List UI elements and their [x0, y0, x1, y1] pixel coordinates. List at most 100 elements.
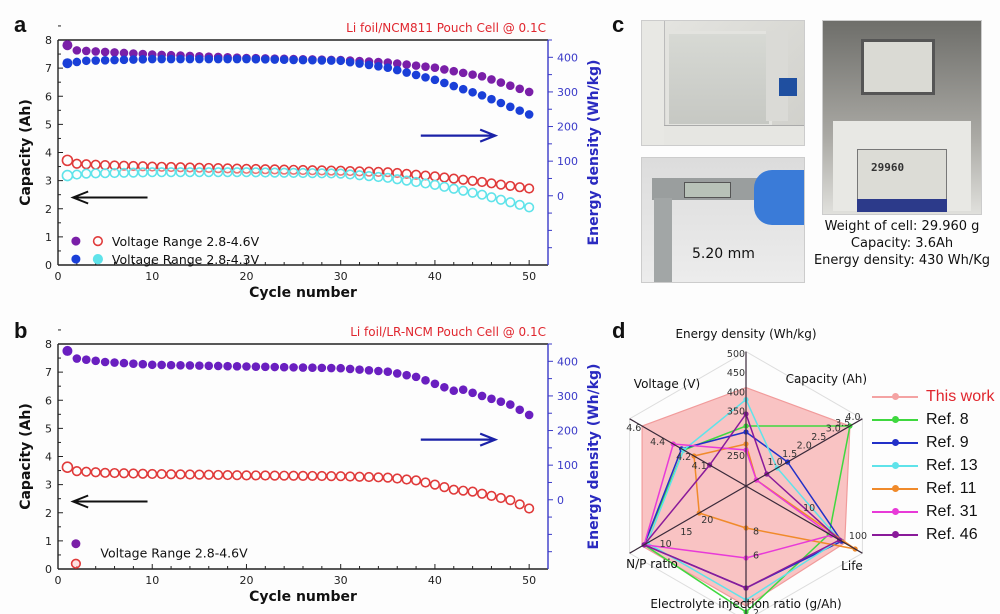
- data-point: [251, 362, 261, 371]
- data-point: [72, 354, 82, 363]
- data-point: [250, 167, 261, 178]
- radar-axis-title: N/P ratio: [626, 557, 678, 571]
- data-point: [147, 468, 158, 480]
- data-point: [71, 169, 82, 180]
- data-point: [354, 471, 365, 482]
- data-point: [166, 54, 176, 64]
- data-point: [250, 470, 261, 481]
- radar-legend-item: Ref. 8: [872, 408, 994, 431]
- data-point: [261, 362, 270, 372]
- data-point: [486, 490, 497, 501]
- legend-line-marker: [872, 461, 918, 469]
- legend-open-marker: [92, 253, 104, 265]
- y2-tick-label: 0: [557, 190, 564, 203]
- legend-label: Voltage Range 2.8-4.6V: [112, 234, 260, 249]
- data-point: [496, 98, 506, 108]
- radar-chart-d: 250 350 400 450 500 1.01.52.02.53.03.54.0 10 10…: [626, 327, 867, 614]
- y-tick-label: 6: [45, 394, 52, 407]
- data-point: [213, 469, 224, 481]
- radar-axis-title: Energy density (Wh/kg): [675, 327, 816, 341]
- y-tick-label: 1: [45, 231, 52, 244]
- data-point: [316, 165, 327, 176]
- data-point: [213, 361, 223, 371]
- data-point: [81, 168, 92, 179]
- radar-tick-label: 500: [727, 349, 745, 360]
- data-point: [241, 167, 252, 178]
- data-point: [90, 467, 101, 478]
- data-point: [279, 164, 290, 175]
- data-point: [62, 58, 73, 69]
- caliper-reading: 5.20 mm: [692, 246, 755, 262]
- data-point: [90, 159, 101, 170]
- x-tick-label: 10: [145, 270, 159, 283]
- legend-dot-marker: [892, 438, 899, 446]
- series-2-8-4-6v-energy-density: [62, 345, 534, 420]
- data-point: [307, 165, 318, 176]
- panel-letter-c: c: [612, 12, 625, 37]
- data-point: [157, 360, 166, 370]
- data-point: [100, 47, 110, 57]
- y2-tick-label: 300: [557, 390, 578, 403]
- data-point: [410, 475, 422, 486]
- radar-tick-label: 10: [803, 503, 815, 514]
- cell-spec-caption: Weight of cell: 29.960 g Capacity: 3.6Ah…: [806, 218, 998, 269]
- radar-tick-label: 4.4: [650, 437, 665, 448]
- series-2-8-4-6v-capacity: [61, 461, 535, 514]
- radar-legend-item: Ref. 9: [872, 431, 994, 454]
- data-point: [392, 174, 403, 185]
- data-point: [128, 468, 139, 479]
- legend-dot-marker: [892, 392, 899, 400]
- y-tick-label: 7: [45, 62, 52, 75]
- y-tick-label: 8: [45, 34, 52, 47]
- data-point: [515, 405, 525, 415]
- data-point: [476, 488, 488, 499]
- radar-tick-label: 2: [753, 608, 759, 614]
- y-tick-label: 5: [45, 422, 52, 435]
- x-axis-label: Cycle number: [249, 285, 357, 301]
- radar-tick-label: 250: [727, 451, 745, 462]
- data-point: [147, 360, 157, 370]
- radar-tick-label: 2.5: [811, 432, 826, 443]
- data-point: [468, 70, 477, 79]
- y2-tick-label: 300: [557, 86, 578, 99]
- data-point: [430, 75, 440, 85]
- data-point: [430, 63, 440, 72]
- data-point: [241, 163, 252, 174]
- radar-legend: This work Ref. 8 Ref. 9 Ref. 13 Ref. 11 Ref. …: [872, 385, 994, 546]
- data-point: [401, 175, 412, 186]
- cell-capacity: Capacity: 3.6Ah: [850, 236, 954, 251]
- legend-dot-marker: [892, 507, 899, 515]
- legend-line-marker: [872, 507, 918, 515]
- radar-axis-title: Electrolyte injection ratio (g/Ah): [650, 597, 841, 611]
- x-axis-label: Cycle number: [249, 589, 357, 605]
- data-point: [109, 467, 120, 479]
- data-point: [129, 359, 138, 368]
- data-point: [355, 59, 364, 68]
- data-point: [81, 355, 91, 364]
- data-point: [515, 106, 525, 115]
- data-point: [91, 47, 100, 56]
- data-point: [147, 54, 157, 64]
- data-point: [467, 175, 478, 187]
- radar-axis-line: [629, 418, 863, 554]
- data-point: [250, 163, 261, 175]
- legend-dot-marker: [892, 415, 899, 423]
- data-point: [110, 358, 119, 367]
- data-point: [279, 167, 290, 178]
- data-point: [476, 176, 488, 188]
- data-point: [336, 56, 345, 66]
- data-point: [345, 169, 356, 180]
- data-point: [458, 174, 469, 185]
- data-point: [260, 470, 271, 481]
- data-point: [118, 468, 130, 479]
- photo-caliper: 5.20 mm: [641, 157, 805, 283]
- panel-letter-b: b: [14, 318, 28, 343]
- data-point: [288, 164, 299, 175]
- data-point: [326, 165, 337, 176]
- data-point: [524, 87, 534, 97]
- data-point: [363, 171, 375, 182]
- y-tick-label: 5: [45, 118, 52, 131]
- data-point: [110, 55, 119, 65]
- data-point: [129, 49, 138, 58]
- cell-energy-density: Energy density: 430 Wh/Kg: [813, 253, 991, 268]
